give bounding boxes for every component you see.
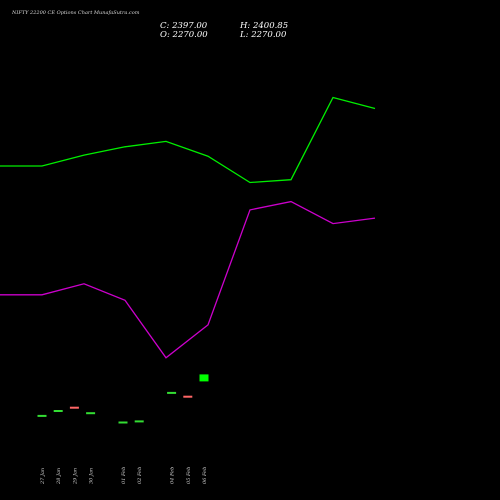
high-value: H: 2400.85 — [239, 21, 288, 31]
overlay-line-2 — [0, 200, 376, 359]
x-tick-label: 05 Feb — [186, 467, 192, 484]
x-tick-label: 27 Jan — [40, 468, 46, 485]
close-value: C: 2397.00 — [160, 21, 208, 31]
chart-title: NIFTY 22200 CE Options Chart MunafaSutra… — [11, 10, 140, 16]
open-value: O: 2270.00 — [160, 30, 208, 40]
candle-27-jan — [37, 414, 47, 417]
x-axis-ticks: 27 Jan 28 Jan 29 Jan 30 Jan 01 Feb 02 Feb 04 F… — [40, 467, 208, 485]
x-tick-label: 29 Jan — [72, 468, 78, 485]
x-tick-label: 30 Jan — [89, 468, 95, 484]
candle-05-feb — [183, 395, 193, 398]
candle-06-feb — [199, 374, 209, 382]
candle-01-feb — [118, 421, 128, 424]
candles — [37, 374, 209, 424]
x-tick-label: 02 Feb — [137, 467, 143, 484]
candle-02-feb — [134, 420, 144, 423]
x-tick-label: 06 Feb — [202, 467, 208, 484]
x-tick-label: 01 Feb — [121, 467, 127, 484]
overlay-lines — [0, 96, 376, 359]
x-tick-label: 28 Jan — [56, 468, 62, 485]
candle-30-jan — [86, 412, 96, 415]
x-tick-label: 04 Feb — [170, 467, 176, 484]
candle-29-jan — [69, 406, 79, 409]
candle-04-feb — [167, 391, 177, 394]
low-value: L: 2270.00 — [239, 30, 287, 40]
overlay-line-1 — [0, 96, 376, 184]
candle-28-jan — [53, 410, 63, 412]
